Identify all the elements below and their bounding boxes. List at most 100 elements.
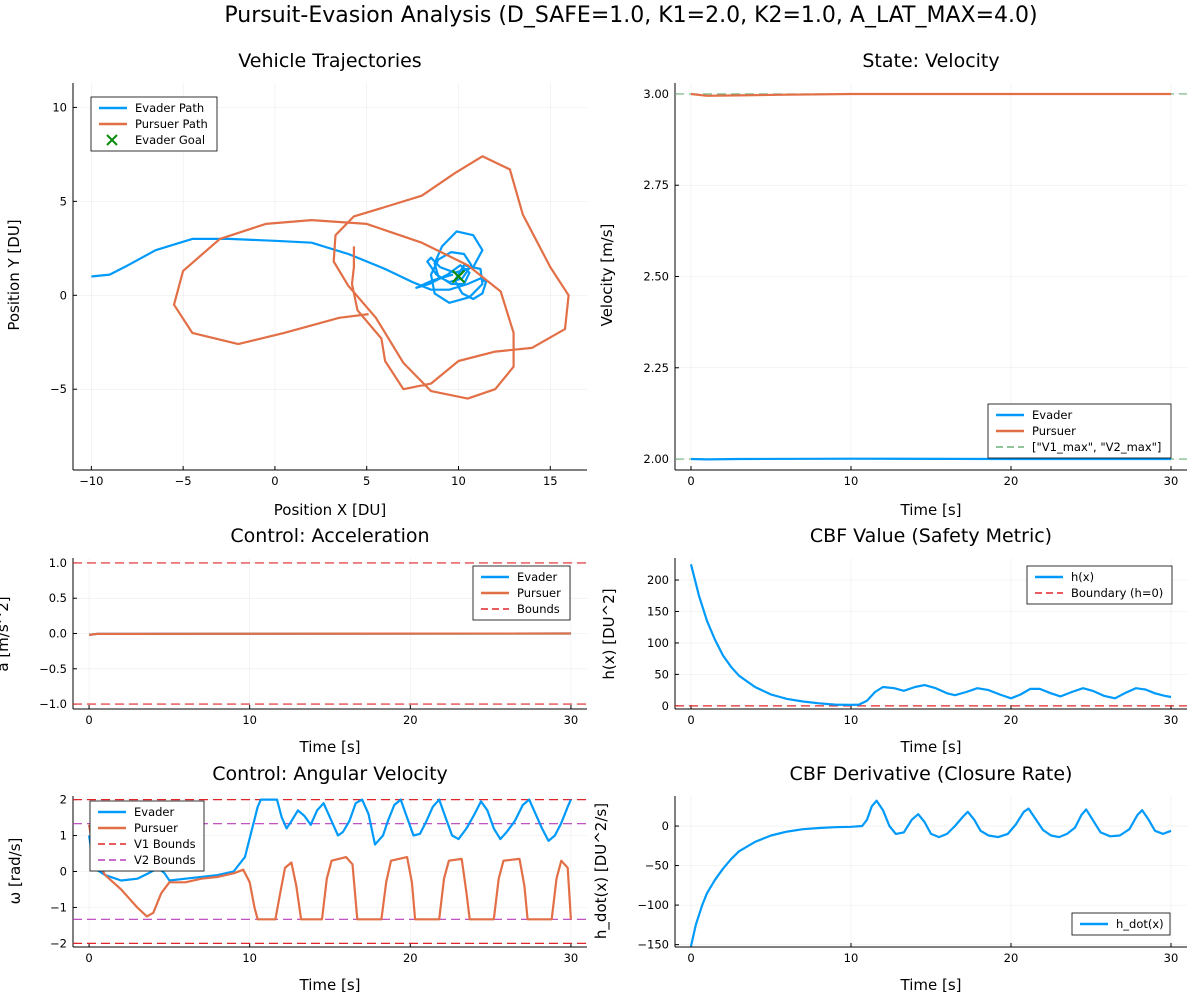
x-tick-label: 20 <box>403 713 418 727</box>
series-line <box>690 92 1171 97</box>
y-axis-label: a [m/s^2] <box>0 596 12 671</box>
y-tick-label: 5 <box>60 194 67 208</box>
y-axis-label: h(x) [DU^2] <box>600 588 618 679</box>
y-tick-label: 10 <box>52 100 67 114</box>
x-axis-label: Time [s] <box>900 501 962 519</box>
y-tick-label: −150 <box>637 938 669 952</box>
chart-control-acceleration: Control: Acceleration Time [s] a [m/s^2]… <box>0 525 587 756</box>
x-tick-label: −5 <box>175 474 192 488</box>
legend-label: Bounds <box>517 602 560 616</box>
y-tick-label: 50 <box>654 667 669 681</box>
legend-label: Evader Path <box>135 101 204 115</box>
x-axis-label: Time [s] <box>299 976 361 994</box>
legend-label: V1 Bounds <box>134 837 196 851</box>
figure-title: Pursuit-Evasion Analysis (D_SAFE=1.0, K1… <box>224 3 1037 28</box>
x-tick-label: 5 <box>363 474 370 488</box>
legend-label: Pursuer Path <box>135 117 208 131</box>
x-axis-label: Time [s] <box>900 738 962 756</box>
x-tick-label: 10 <box>844 951 859 965</box>
legend-box <box>1071 912 1171 936</box>
x-tick-label: 20 <box>403 951 418 965</box>
legend-label: V2 Bounds <box>134 853 196 867</box>
y-tick-label: 2.00 <box>643 452 669 466</box>
series-line <box>88 798 572 882</box>
y-axis-label: ω [rad/s] <box>6 838 24 905</box>
legend-label: h_dot(x) <box>1116 917 1164 931</box>
legend-label: Evader <box>134 805 174 819</box>
series-line <box>91 230 488 304</box>
y-tick-label: 2.25 <box>643 361 669 375</box>
y-tick-label: 0.5 <box>49 591 67 605</box>
x-tick-label: 20 <box>1004 951 1019 965</box>
y-tick-label: 2 <box>60 793 67 807</box>
chart-vehicle-trajectories: Vehicle Trajectories Position X [DU] Pos… <box>5 50 587 519</box>
y-tick-label: 0 <box>662 699 669 713</box>
chart-title: State: Velocity <box>862 50 999 72</box>
legend-label: Evader Goal <box>135 133 205 147</box>
legend-box <box>1026 565 1173 605</box>
x-tick-label: 0 <box>85 713 92 727</box>
x-tick-label: 15 <box>543 474 558 488</box>
x-axis-label: Time [s] <box>900 976 962 994</box>
x-tick-label: 10 <box>844 474 859 488</box>
x-tick-label: 10 <box>242 951 257 965</box>
x-tick-label: 30 <box>564 951 579 965</box>
x-tick-label: 30 <box>564 713 579 727</box>
x-tick-label: −10 <box>79 474 103 488</box>
x-tick-label: 0 <box>687 474 694 488</box>
y-tick-label: −2 <box>50 936 67 950</box>
y-tick-label: 0 <box>60 288 67 302</box>
x-tick-label: 0 <box>271 474 278 488</box>
legend-label: h(x) <box>1071 570 1094 584</box>
legend-label: ["V1_max", "V2_max"] <box>1032 440 1161 454</box>
y-tick-label: 1 <box>60 829 67 843</box>
y-tick-label: 3.00 <box>643 87 669 101</box>
chart-cbf-value: CBF Value (Safety Metric) Time [s] h(x) … <box>600 525 1187 756</box>
legend-swatch <box>106 134 118 146</box>
y-tick-label: −50 <box>645 859 669 873</box>
legend-label: Evader <box>1032 408 1072 422</box>
legend-label: Pursuer <box>134 821 178 835</box>
y-tick-label: −100 <box>637 898 669 912</box>
y-tick-label: −1 <box>50 900 67 914</box>
y-tick-label: 0 <box>60 865 67 879</box>
y-axis-label: Velocity [m/s] <box>598 224 616 327</box>
chart-title: CBF Value (Safety Metric) <box>810 525 1052 547</box>
y-axis-label: h_dot(x) [DU^2/s] <box>592 803 611 939</box>
series-line <box>88 632 571 636</box>
x-tick-label: 10 <box>242 713 257 727</box>
x-axis-label: Time [s] <box>299 738 361 756</box>
legend-label: Evader <box>517 570 557 584</box>
series-line <box>690 457 1171 461</box>
x-tick-label: 20 <box>1004 474 1019 488</box>
y-axis-label: Position Y [DU] <box>5 219 23 330</box>
chart-cbf-derivative: CBF Derivative (Closure Rate) Time [s] h… <box>592 763 1187 994</box>
series-line <box>689 799 1172 947</box>
y-tick-label: 2.75 <box>643 178 669 192</box>
y-tick-label: 200 <box>647 573 669 587</box>
y-tick-label: −0.5 <box>39 662 67 676</box>
chart-control-angular-velocity: Control: Angular Velocity Time [s] ω [ra… <box>6 763 587 994</box>
legend-label: Pursuer <box>517 586 561 600</box>
chart-state-velocity: State: Velocity Time [s] Velocity [m/s] … <box>598 50 1187 519</box>
y-tick-label: 0 <box>662 819 669 833</box>
y-tick-label: −5 <box>50 382 67 396</box>
goal-marker <box>451 269 466 284</box>
chart-title: Control: Angular Velocity <box>212 763 448 785</box>
x-tick-label: 20 <box>1004 713 1019 727</box>
y-tick-label: 150 <box>647 604 669 618</box>
legend-label: Pursuer <box>1032 424 1076 438</box>
legend-label: Boundary (h=0) <box>1071 586 1163 600</box>
chart-title: Vehicle Trajectories <box>238 50 421 72</box>
x-tick-label: 10 <box>451 474 466 488</box>
x-axis-label: Position X [DU] <box>274 501 386 519</box>
y-tick-label: 0.0 <box>49 627 67 641</box>
x-tick-label: 10 <box>844 713 859 727</box>
x-tick-label: 0 <box>85 951 92 965</box>
x-tick-label: 30 <box>1164 474 1179 488</box>
y-tick-label: 1.0 <box>49 556 67 570</box>
x-tick-label: 0 <box>687 951 694 965</box>
chart-title: Control: Acceleration <box>230 525 429 547</box>
chart-title: CBF Derivative (Closure Rate) <box>790 763 1073 785</box>
